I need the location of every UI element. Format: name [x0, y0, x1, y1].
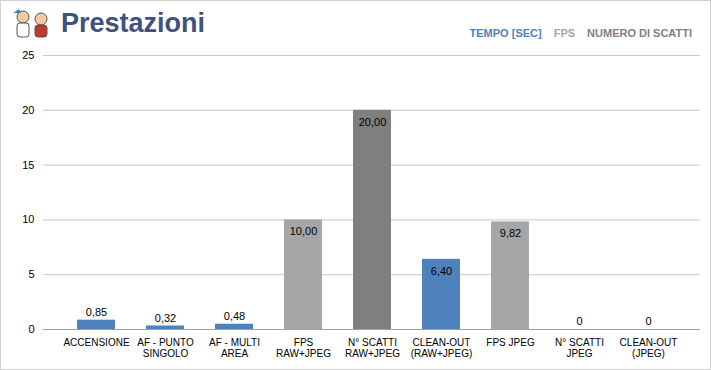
svg-text:0,32: 0,32	[155, 312, 176, 324]
svg-text:AF - MULTIAREA: AF - MULTIAREA	[209, 337, 260, 359]
svg-text:10,00: 10,00	[290, 225, 318, 237]
svg-text:25: 25	[22, 49, 34, 61]
svg-text:N° SCATTIRAW+JPEG: N° SCATTIRAW+JPEG	[345, 337, 400, 359]
svg-text:15: 15	[22, 159, 34, 171]
svg-text:CLEAN-OUT(RAW+JPEG): CLEAN-OUT(RAW+JPEG)	[411, 337, 473, 359]
svg-text:9,82: 9,82	[500, 227, 521, 239]
svg-text:6,40: 6,40	[431, 265, 452, 277]
html-text:NUMERO DI SCATTI: NUMERO DI SCATTI	[587, 27, 692, 39]
html-text:FPS: FPS	[553, 27, 576, 39]
svg-text:N° SCATTIJPEG: N° SCATTIJPEG	[555, 337, 604, 359]
svg-text:10: 10	[22, 213, 34, 225]
svg-text:0: 0	[576, 315, 582, 327]
svg-text:FPSRAW+JPEG: FPSRAW+JPEG	[276, 337, 331, 359]
svg-text:AF - PUNTOSINGOLO: AF - PUNTOSINGOLO	[137, 337, 194, 359]
svg-text:5: 5	[28, 268, 34, 280]
svg-text:FPS JPEG: FPS JPEG	[486, 337, 535, 348]
svg-text:0,48: 0,48	[224, 310, 245, 322]
svg-text:0,85: 0,85	[86, 306, 107, 318]
svg-text:CLEAN-OUT(JPEG): CLEAN-OUT(JPEG)	[620, 337, 678, 359]
svg-text:20,00: 20,00	[359, 116, 387, 128]
svg-text:0: 0	[645, 315, 651, 327]
svg-text:0: 0	[28, 323, 34, 335]
svg-text:ACCENSIONE: ACCENSIONE	[63, 337, 129, 348]
html-text:Prestazioni: Prestazioni	[61, 8, 205, 38]
svg-text:20: 20	[22, 104, 34, 116]
html-text:TEMPO [SEC]: TEMPO [SEC]	[469, 27, 542, 39]
